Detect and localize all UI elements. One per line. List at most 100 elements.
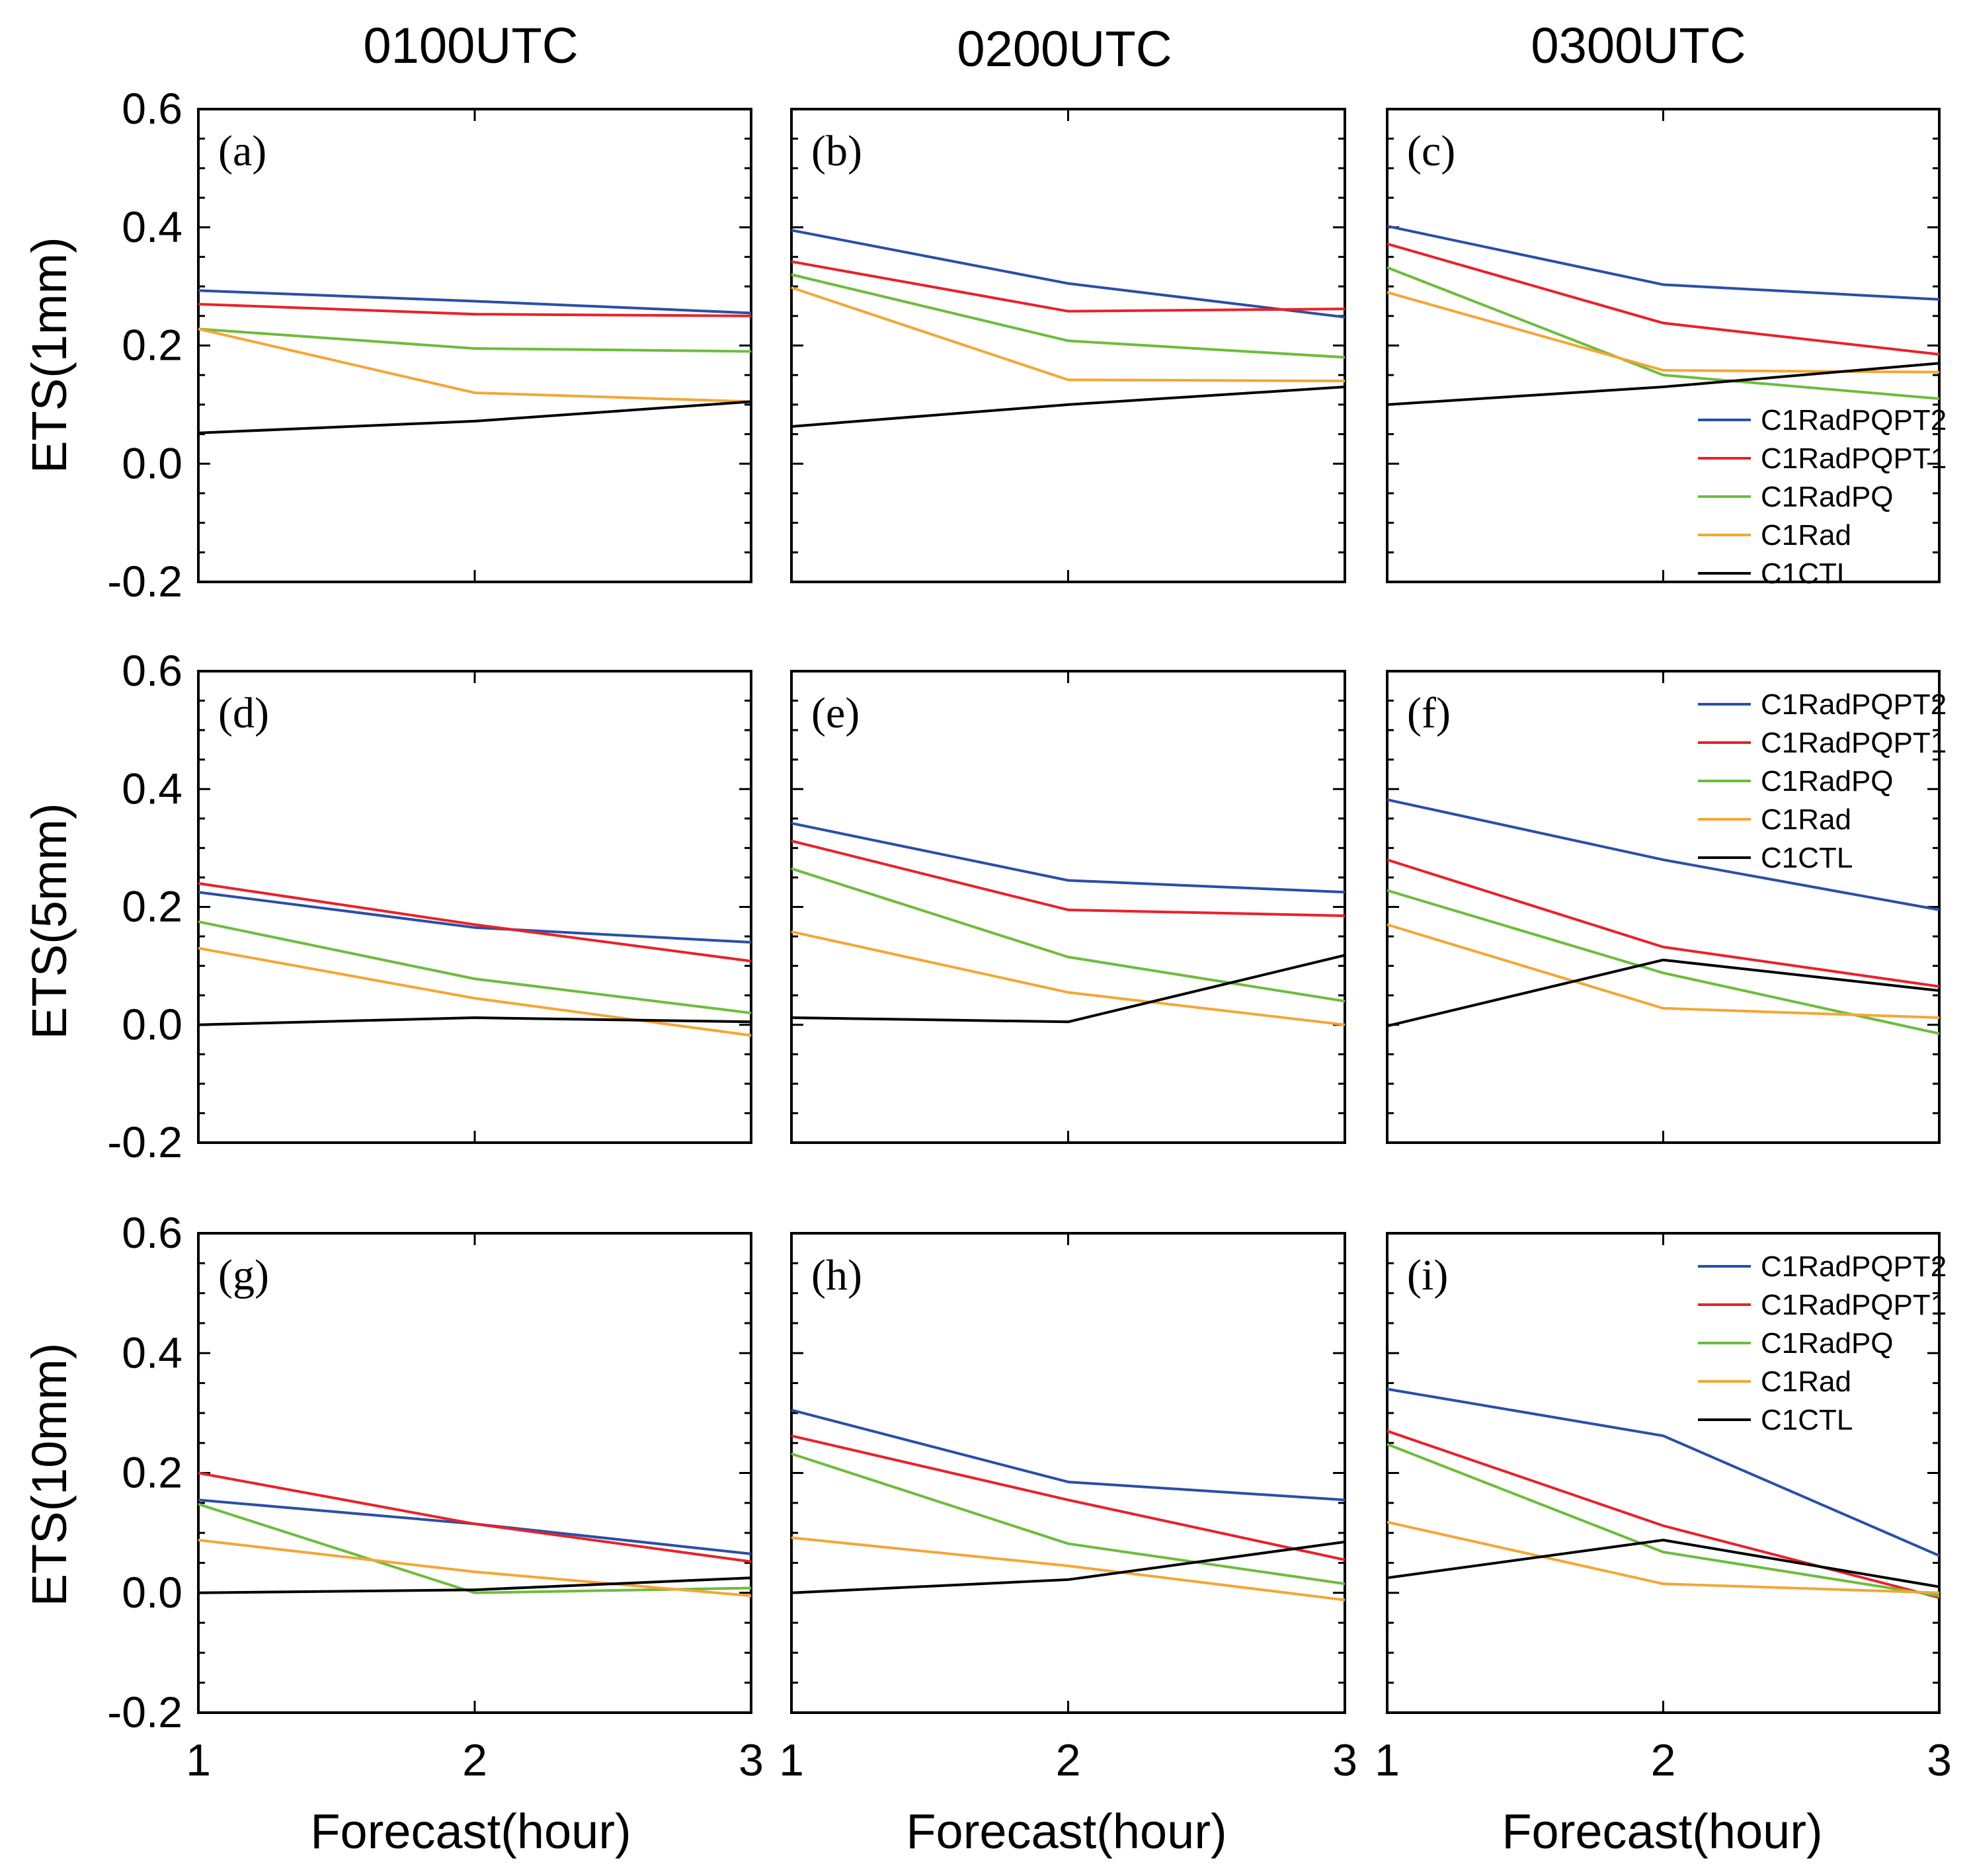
- series-line-c1radpqpt2: [1387, 225, 1940, 301]
- panel-f: (f) C1RadPQPT2 C1RadPQPT1 C1RadPQ C1Rad C1CTL: [1386, 670, 1947, 1144]
- legend: C1RadPQPT2 C1RadPQPT1 C1RadPQ C1Rad C1CTL: [1698, 1250, 1947, 1436]
- xtick-label: 3: [1927, 1735, 1952, 1785]
- data-point-c1ctl: [198, 1024, 199, 1026]
- series-line-c1ctl: [1387, 1539, 1940, 1588]
- column-title-0200utc: 0200UTC: [957, 21, 1172, 77]
- ytick-label: -0.2: [107, 557, 182, 606]
- ytick-label: 0.2: [122, 1448, 182, 1497]
- data-point-c1radpqpt1: [750, 315, 752, 317]
- legend-label-c1rad: C1Rad: [1761, 803, 1851, 836]
- series-line-c1radpqpt2: [198, 289, 752, 315]
- data-point-c1radpq: [750, 350, 752, 352]
- panel-frame: [197, 108, 752, 583]
- series-line-c1ctl: [791, 386, 1346, 428]
- panel-grid: 0.60.40.20.0-0.2(a) (b) (c)C1RadPQPT2C1Rad…: [107, 84, 1952, 1785]
- data-point-c1radpqpt1: [791, 840, 792, 842]
- data-point-c1radpqpt2: [791, 229, 792, 231]
- data-point-c1radpqpt1: [1663, 946, 1664, 948]
- data-point-c1ctl: [1663, 959, 1664, 961]
- data-point-c1radpqpt2: [1344, 891, 1346, 893]
- xlabel-col2: Forecast(hour): [906, 1804, 1227, 1859]
- data-point-c1radpq: [1387, 1444, 1388, 1445]
- data-point-c1rad: [1387, 292, 1388, 293]
- legend-label-c1radpqpt1: C1RadPQPT1: [1761, 442, 1947, 475]
- xlabel-col3: Forecast(hour): [1502, 1804, 1822, 1859]
- panel-d: 0.6 0.4 0.2 0.0 -0.2 (d): [107, 646, 752, 1166]
- xtick-label: 2: [1651, 1735, 1676, 1785]
- data-point-c1ctl: [791, 1592, 792, 1594]
- data-point-c1radpq: [1387, 267, 1388, 268]
- panel-e: (e): [790, 670, 1346, 1144]
- series-line-c1radpqpt2: [1387, 798, 1940, 911]
- data-point-c1radpq: [791, 274, 792, 275]
- xtick-label: 2: [1056, 1735, 1081, 1785]
- series-line-c1radpqpt2: [791, 229, 1346, 319]
- data-point-c1rad: [791, 287, 792, 288]
- data-point-c1ctl: [1344, 1541, 1346, 1543]
- data-point-c1radpqpt1: [1939, 986, 1940, 987]
- legend-label-c1rad: C1Rad: [1761, 519, 1851, 551]
- data-point-c1rad: [198, 1539, 199, 1541]
- ytick-label: -0.2: [107, 1118, 182, 1166]
- series-line-c1rad: [1387, 923, 1940, 1020]
- data-point-c1radpq: [791, 868, 792, 870]
- xtick-label: 2: [462, 1735, 487, 1785]
- series-line-c1rad: [791, 286, 1346, 383]
- data-point-c1radpqpt2: [1387, 225, 1388, 227]
- legend-label-c1radpqpt2: C1RadPQPT2: [1761, 404, 1947, 436]
- panel-label: (a): [218, 127, 266, 175]
- panel-c: (c) C1RadPQPT2 C1RadPQPT1 C1RadPQ C1Rad C1CTL: [1386, 108, 1947, 590]
- data-point-c1radpqpt2: [1387, 799, 1388, 800]
- series-line-c1rad: [198, 327, 752, 403]
- legend-label-c1radpqpt2: C1RadPQPT2: [1761, 688, 1947, 721]
- data-point-c1radpqpt2: [750, 1553, 752, 1555]
- data-point-c1ctl: [750, 401, 752, 402]
- legend-label-c1ctl: C1CTL: [1761, 557, 1853, 590]
- data-point-c1ctl: [1387, 404, 1388, 405]
- data-point-c1radpqpt1: [750, 1561, 752, 1563]
- xtick-label: 3: [1332, 1735, 1357, 1785]
- data-point-c1radpqpt1: [1387, 1430, 1388, 1432]
- panel-frame: [197, 1232, 752, 1714]
- ylabel-ets-5mm: ETS(5mm): [22, 803, 77, 1040]
- data-point-c1radpq: [1344, 356, 1346, 358]
- xtick-label: 1: [186, 1735, 211, 1785]
- data-point-c1ctl: [198, 1592, 199, 1594]
- ytick-label: 0.4: [122, 202, 182, 251]
- panel-label: (g): [218, 1251, 269, 1299]
- data-point-c1radpq: [1663, 374, 1664, 376]
- data-point-c1rad: [1344, 380, 1346, 382]
- data-point-c1ctl: [1663, 1539, 1664, 1541]
- xtick-label: 3: [739, 1735, 764, 1785]
- data-point-c1radpqpt2: [1939, 1555, 1940, 1557]
- column-title-0100utc: 0100UTC: [363, 18, 578, 74]
- panel-label: (e): [811, 689, 860, 737]
- series-line-c1rad: [791, 1536, 1346, 1602]
- data-point-c1ctl: [791, 426, 792, 427]
- legend-label-c1ctl: C1CTL: [1761, 1404, 1853, 1436]
- legend-label-c1radpqpt2: C1RadPQPT2: [1761, 1250, 1947, 1283]
- data-point-c1radpqpt1: [791, 261, 792, 263]
- data-point-c1ctl: [1939, 1586, 1940, 1588]
- data-point-c1radpq: [198, 921, 199, 922]
- data-point-c1radpqpt2: [1939, 299, 1940, 300]
- series-line-c1radpqpt2: [198, 1498, 752, 1555]
- series-line-c1radpqpt2: [198, 891, 752, 944]
- data-point-c1rad: [750, 1035, 752, 1036]
- data-point-c1radpqpt2: [1939, 909, 1940, 911]
- data-point-c1rad: [1387, 924, 1388, 925]
- ytick-label: -0.2: [107, 1688, 182, 1736]
- xtick-label: 1: [1375, 1735, 1400, 1785]
- series-line-c1radpq: [791, 1452, 1346, 1586]
- data-point-c1radpq: [1663, 1551, 1664, 1553]
- panel-frame: [790, 108, 1346, 583]
- panel-frame: [790, 1232, 1346, 1714]
- panel-label: (c): [1407, 127, 1455, 175]
- panel-b: (b): [790, 108, 1346, 583]
- ylabel-ets-1mm: ETS(1mm): [22, 237, 77, 473]
- panel-g: 0.6 0.4 0.2 0.0 -0.21 2 3 (g): [107, 1208, 764, 1785]
- legend: C1RadPQPT2 C1RadPQPT1 C1RadPQ C1Rad C1CTL: [1698, 404, 1947, 590]
- panel-label: (b): [811, 127, 862, 175]
- series-line-c1radpq: [1387, 889, 1940, 1036]
